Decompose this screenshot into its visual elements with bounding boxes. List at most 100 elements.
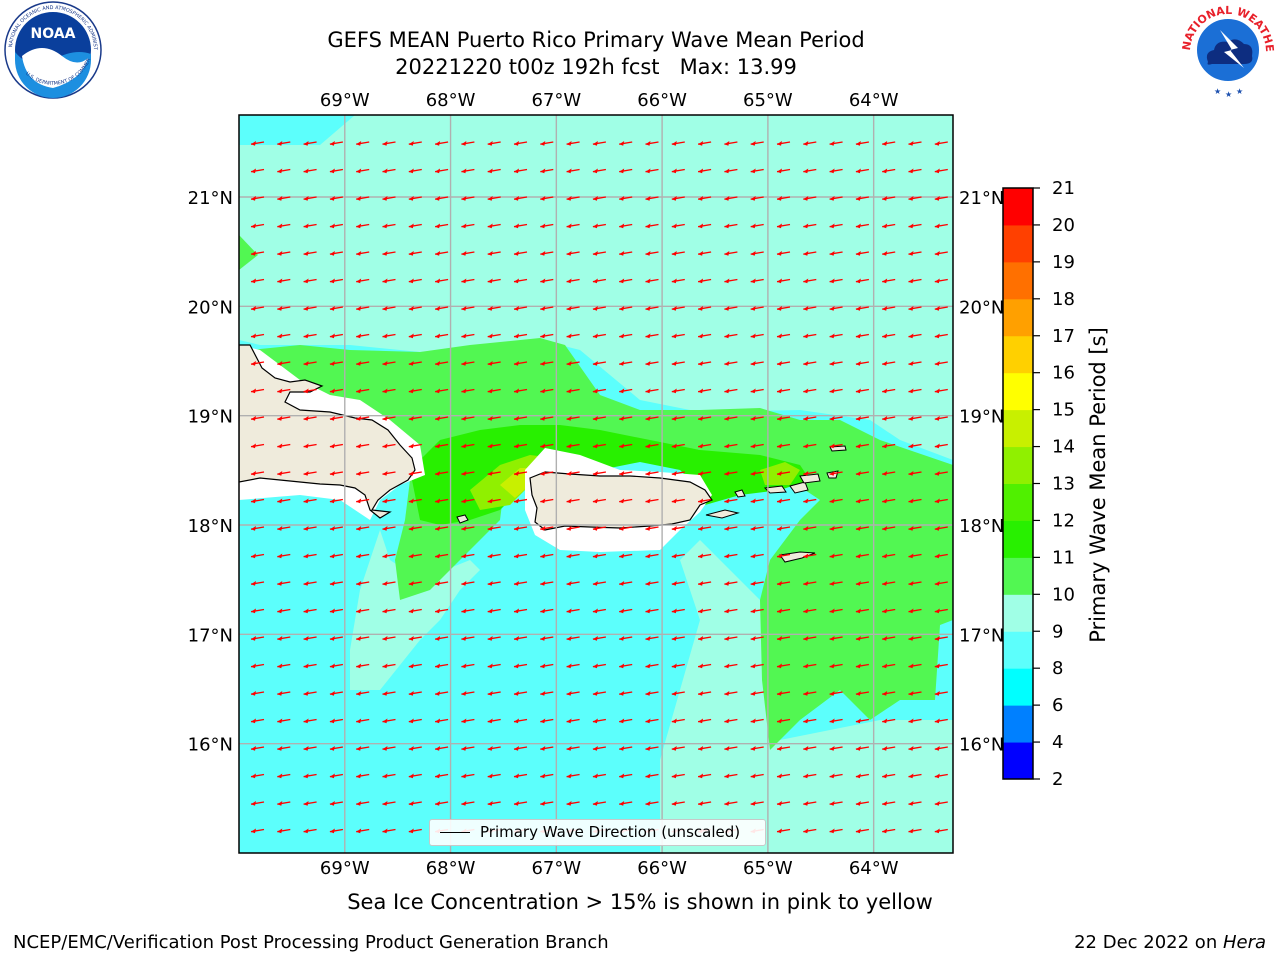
- wave-arrow: [619, 141, 633, 146]
- lon-tick-label: 64°W: [849, 90, 899, 111]
- wave-arrow: [776, 581, 791, 586]
- wave-arrow: [356, 581, 370, 586]
- wave-arrow: [592, 718, 607, 724]
- wave-arrow: [803, 333, 817, 339]
- wave-arrow: [277, 801, 291, 806]
- wave-arrow: [750, 691, 764, 696]
- wave-arrow: [382, 223, 396, 229]
- wave-arrow: [382, 773, 396, 779]
- wave-arrow: [408, 746, 422, 751]
- wave-arrow: [882, 636, 896, 641]
- colorbar-tick-label: 21: [1052, 178, 1075, 199]
- wave-arrow: [434, 443, 449, 449]
- wave-arrow: [724, 581, 738, 586]
- wave-arrow: [461, 553, 475, 559]
- wave-arrow: [513, 251, 528, 256]
- wave-arrow: [250, 608, 265, 614]
- wave-arrow: [776, 443, 791, 449]
- footer-date: 22 Dec 2022 on Hera: [1074, 932, 1266, 953]
- wave-arrow: [934, 608, 948, 614]
- wave-arrow: [855, 801, 870, 806]
- wave-arrow: [487, 333, 501, 339]
- wave-arrow: [697, 773, 712, 779]
- wave-arrow: [829, 773, 843, 779]
- wave-arrow: [829, 526, 843, 531]
- wave-arrow: [908, 388, 922, 394]
- colorbar-segment: [1003, 742, 1033, 780]
- wave-arrow: [566, 553, 580, 559]
- wave-arrow: [513, 333, 528, 339]
- wave-arrow: [277, 636, 291, 641]
- wave-arrow: [408, 223, 422, 229]
- colorbar-segment: [1003, 705, 1033, 743]
- wave-arrow: [671, 581, 685, 586]
- wave-arrow: [776, 498, 791, 504]
- wave-arrow: [566, 526, 580, 531]
- wave-arrow: [934, 223, 948, 229]
- wave-arrow: [487, 168, 501, 174]
- wave-arrow: [329, 581, 344, 586]
- wave-arrow: [882, 443, 896, 449]
- wave-arrow: [855, 141, 870, 146]
- wave-arrow: [382, 691, 396, 696]
- wave-arrow: [513, 801, 528, 806]
- wave-arrow: [619, 443, 633, 449]
- wave-arrow: [329, 636, 344, 641]
- wave-arrow: [566, 416, 580, 421]
- wave-arrow: [776, 223, 791, 229]
- wave-arrow: [697, 251, 712, 256]
- wave-arrow: [619, 801, 633, 806]
- wave-arrow: [303, 801, 317, 806]
- wave-arrow: [461, 168, 475, 174]
- wave-arrow: [277, 608, 291, 614]
- wave-arrow: [540, 471, 554, 476]
- wave-arrow: [855, 526, 870, 531]
- wave-arrow: [250, 168, 265, 174]
- wave-arrow: [356, 553, 370, 559]
- wave-arrow: [408, 526, 422, 531]
- wave-arrow: [566, 443, 580, 449]
- lat-tick-labels-left: 21°N 20°N 19°N 18°N 17°N 16°N: [188, 188, 233, 756]
- wave-arrow: [592, 608, 607, 614]
- wave-arrow: [619, 718, 633, 724]
- lat-tick-label: 16°N: [188, 735, 233, 756]
- wave-arrow: [592, 416, 607, 421]
- wave-arrow: [250, 416, 265, 421]
- wave-arrow: [724, 718, 738, 724]
- wave-arrow: [855, 608, 870, 614]
- wave-arrow: [303, 553, 317, 559]
- wave-arrow: [724, 251, 738, 256]
- wave-arrow: [645, 168, 659, 174]
- colorbar-tick-label: 12: [1052, 510, 1075, 531]
- wave-arrow: [566, 746, 580, 751]
- wave-arrow: [697, 663, 712, 669]
- wave-arrow: [671, 498, 685, 504]
- wave-arrow: [461, 801, 475, 806]
- wave-arrow: [434, 361, 449, 366]
- wave-arrow: [434, 773, 449, 779]
- wave-arrow: [908, 636, 922, 641]
- wave-arrow: [671, 306, 685, 311]
- wave-arrow: [671, 168, 685, 174]
- wave-arrow: [908, 471, 922, 476]
- colorbar-segment: [1003, 520, 1033, 558]
- wave-arrow: [277, 388, 291, 394]
- wave-arrow: [277, 141, 291, 146]
- footer-date-text: 22 Dec 2022 on: [1074, 932, 1223, 953]
- wave-arrow: [382, 251, 396, 256]
- lon-tick-label: 65°W: [743, 90, 793, 111]
- wave-arrow: [487, 773, 501, 779]
- wave-arrow: [487, 306, 501, 311]
- wave-arrow: [513, 526, 528, 531]
- wave-arrow: [461, 773, 475, 779]
- wave-arrow: [750, 141, 764, 146]
- wave-arrow: [803, 801, 817, 806]
- wave-arrow: [408, 773, 422, 779]
- colorbar-tick-label: 20: [1052, 215, 1075, 236]
- wave-arrow: [277, 333, 291, 339]
- wave-arrow: [487, 663, 501, 669]
- wave-arrow: [671, 608, 685, 614]
- wave-arrow: [934, 388, 948, 394]
- wave-arrow: [592, 443, 607, 449]
